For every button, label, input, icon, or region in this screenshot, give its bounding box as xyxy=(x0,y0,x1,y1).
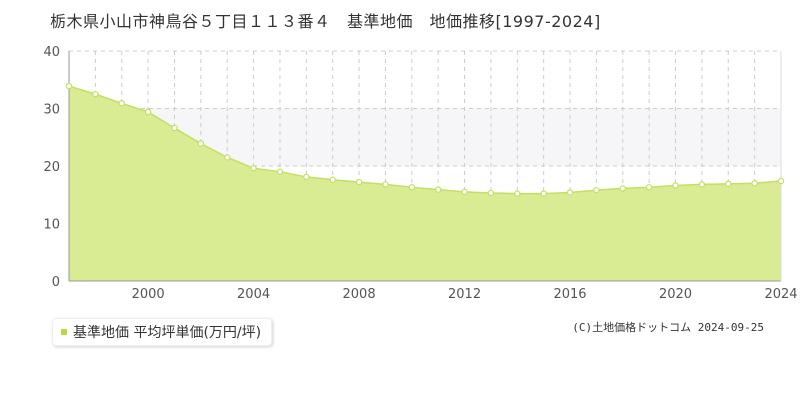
x-tick-label: 2012 xyxy=(448,287,481,302)
data-point xyxy=(118,100,125,107)
x-tick-label: 2004 xyxy=(237,287,270,302)
series-area xyxy=(69,86,781,281)
x-tick-label: 2020 xyxy=(659,287,692,302)
data-point xyxy=(434,186,442,193)
data-point xyxy=(382,181,389,188)
data-point xyxy=(144,108,152,116)
data-point xyxy=(355,178,363,186)
data-point xyxy=(461,188,468,196)
data-point xyxy=(672,182,679,189)
data-point xyxy=(171,124,178,132)
data-point xyxy=(250,165,257,172)
data-point xyxy=(276,168,284,175)
copyright-credit: (C)土地価格ドットコム 2024-09-25 xyxy=(572,321,764,334)
y-tick-label: 20 xyxy=(43,160,60,175)
data-point xyxy=(224,154,231,161)
y-tick-label: 10 xyxy=(43,218,60,233)
data-point xyxy=(777,177,785,185)
y-tick-label: 0 xyxy=(52,275,60,290)
data-point xyxy=(725,180,732,188)
x-tick-label: 2008 xyxy=(343,287,376,302)
data-point xyxy=(65,82,73,90)
data-point xyxy=(619,185,626,192)
data-point xyxy=(645,184,653,191)
legend-swatch xyxy=(61,329,67,335)
data-point xyxy=(698,181,706,188)
chart-title: 栃木県小山市神鳥谷５丁目１１３番４ 基準地価 地価推移[1997-2024] xyxy=(50,12,601,31)
x-tick-label: 2016 xyxy=(553,287,586,302)
data-point xyxy=(197,140,205,147)
data-point xyxy=(487,189,495,197)
data-point xyxy=(540,190,547,197)
data-point xyxy=(514,190,521,197)
data-point xyxy=(92,90,99,98)
y-tick-label: 40 xyxy=(43,45,60,60)
x-tick-label: 2000 xyxy=(132,287,165,302)
x-tick-label: 2024 xyxy=(764,287,797,302)
legend-label: 基準地価 平均坪単価(万円/坪) xyxy=(73,325,262,341)
data-point xyxy=(303,173,310,181)
data-point xyxy=(566,189,574,196)
data-point xyxy=(408,184,416,191)
data-point xyxy=(593,186,600,194)
y-tick-label: 30 xyxy=(43,103,60,118)
data-point xyxy=(329,176,336,183)
series-line xyxy=(68,85,782,195)
chart-legend: 基準地価 平均坪単価(万円/坪) xyxy=(52,318,273,346)
data-point xyxy=(751,180,758,187)
